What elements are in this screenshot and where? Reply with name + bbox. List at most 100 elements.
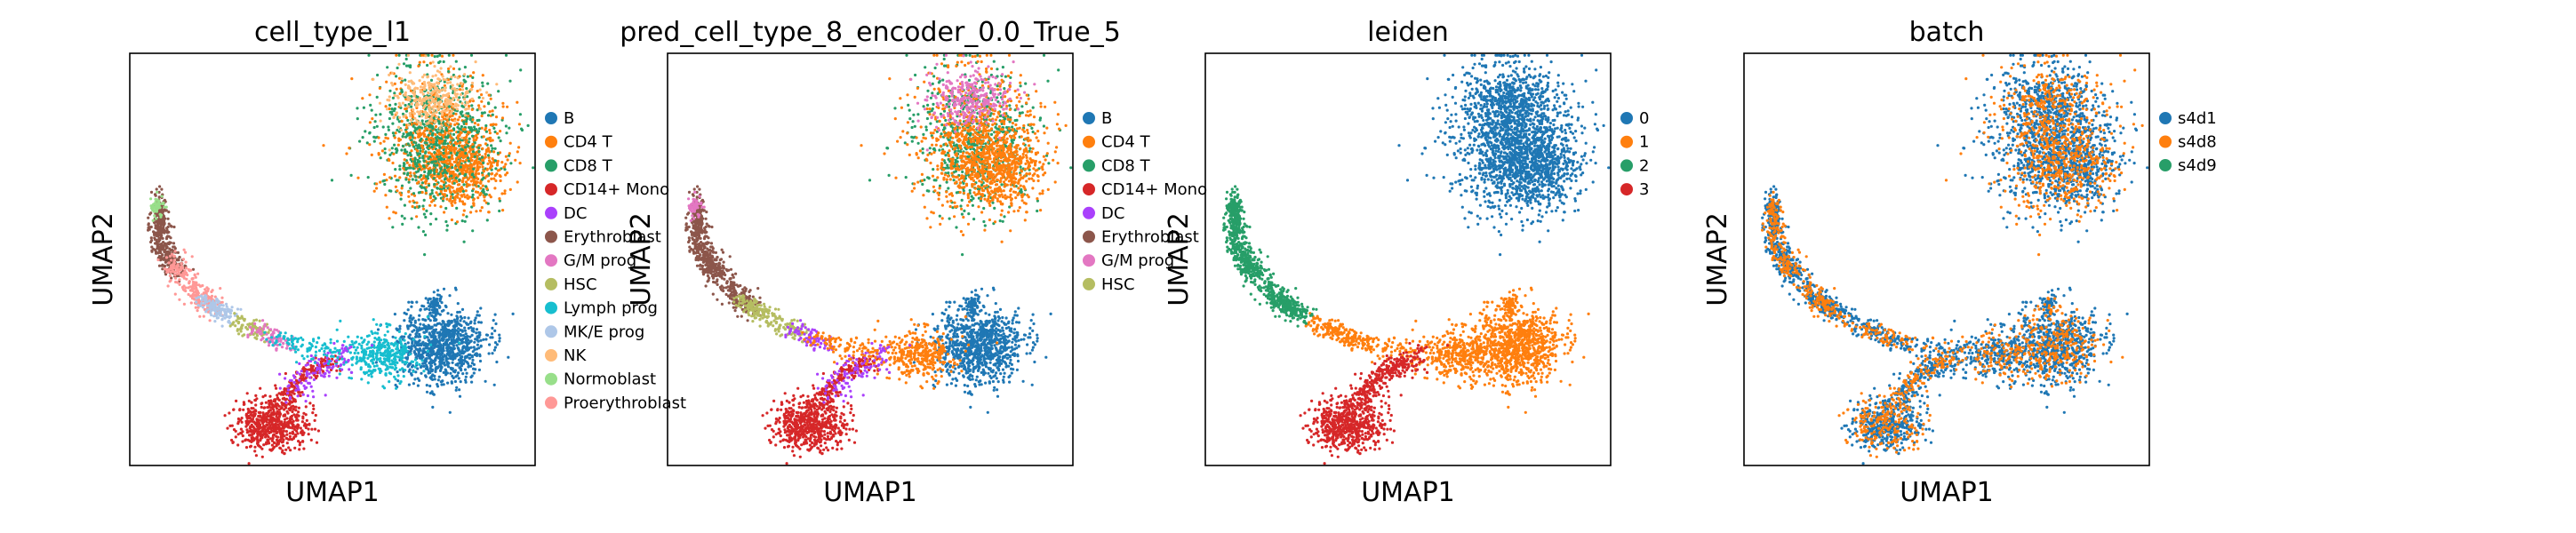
point-nk xyxy=(412,92,416,96)
point-b xyxy=(460,330,464,333)
point-lymph-prog xyxy=(400,344,404,347)
point-nk xyxy=(441,109,444,113)
point-nk xyxy=(474,60,477,64)
point-cd4-t xyxy=(398,176,402,179)
point-lymph-prog xyxy=(398,338,402,341)
point-proerythroblast xyxy=(178,282,181,286)
point-cd4-t xyxy=(448,115,452,118)
point-cd8-t xyxy=(401,144,404,147)
point-b xyxy=(460,333,463,337)
point-cd8-t xyxy=(434,196,437,200)
point-cd8-t xyxy=(397,53,401,57)
point-dc xyxy=(323,375,326,378)
point-nk xyxy=(434,74,437,77)
point-b xyxy=(446,323,450,327)
point-lymph-prog xyxy=(398,355,402,359)
point-erythroblast xyxy=(155,234,159,238)
point-cd8-t xyxy=(436,135,439,139)
point-b xyxy=(461,362,465,366)
point-cd8-t xyxy=(404,168,408,171)
point-cd8-t xyxy=(427,157,430,161)
point-lymph-prog xyxy=(355,362,358,365)
point-cd4-t xyxy=(460,180,465,184)
point-cd8-t xyxy=(499,139,502,143)
point-nk xyxy=(416,130,420,133)
point-nk xyxy=(440,113,444,116)
point-b xyxy=(417,318,420,322)
point-lymph-prog xyxy=(398,368,402,371)
point-nk xyxy=(423,110,427,114)
point-cd8-t xyxy=(484,123,488,128)
point-cd4-t xyxy=(400,119,404,123)
point-cd4-t xyxy=(479,187,483,190)
point-b xyxy=(421,362,425,365)
point-nk xyxy=(441,75,444,78)
point-proerythroblast xyxy=(188,280,191,283)
point-cd8-t xyxy=(465,120,468,123)
point-b xyxy=(391,335,395,338)
point-b xyxy=(460,307,465,311)
point-cd4-t xyxy=(444,173,447,177)
point-cd4-t xyxy=(464,163,468,166)
point-nk xyxy=(404,83,407,86)
point-cd8-t xyxy=(490,144,493,147)
point-proerythroblast xyxy=(208,319,212,322)
point-b xyxy=(434,341,437,346)
point-cd4-t xyxy=(408,163,412,167)
point-proerythroblast xyxy=(182,302,186,306)
point-lymph-prog xyxy=(388,346,391,350)
point-cd8-t xyxy=(410,105,413,108)
point-b xyxy=(466,341,469,345)
point-cd14-mono xyxy=(285,424,289,428)
point-nk xyxy=(411,81,414,84)
point-cd8-t xyxy=(427,133,430,137)
point-nk xyxy=(449,81,452,84)
point-b xyxy=(440,359,444,362)
point-cd8-t xyxy=(455,206,459,210)
point-cd4-t xyxy=(481,147,484,150)
point-cd14-mono xyxy=(248,439,252,442)
point-b xyxy=(436,331,439,335)
point-nk xyxy=(422,73,427,76)
point-b xyxy=(463,315,467,320)
point-lymph-prog xyxy=(361,349,365,353)
point-lymph-prog xyxy=(420,359,424,362)
point-lymph-prog xyxy=(367,340,371,344)
point-cd4-t xyxy=(483,199,486,203)
point-nk xyxy=(441,88,444,91)
point-nk xyxy=(423,83,427,86)
point-b xyxy=(471,358,475,362)
point-b xyxy=(459,319,462,322)
point-cd14-mono xyxy=(260,402,264,405)
point-cd4-t xyxy=(466,194,469,197)
point-cd4-t xyxy=(472,202,476,205)
point-nk xyxy=(428,108,432,112)
point-dc xyxy=(311,371,315,375)
point-cd8-t xyxy=(400,90,404,93)
point-cd8-t xyxy=(471,145,475,149)
point-b xyxy=(425,384,428,387)
point-cd8-t xyxy=(438,192,442,195)
point-cd14-mono xyxy=(282,414,285,418)
point-cd8-t xyxy=(498,199,502,203)
point-proerythroblast xyxy=(168,274,172,278)
point-cd8-t xyxy=(467,156,470,160)
point-b xyxy=(413,378,417,381)
point-cd14-mono xyxy=(335,369,339,372)
point-cd8-t xyxy=(444,129,449,132)
point-b xyxy=(440,365,444,369)
point-cd4-t xyxy=(434,124,438,129)
point-cd14-mono xyxy=(289,449,292,452)
point-cd14-mono xyxy=(274,384,277,387)
point-cd4-t xyxy=(451,203,454,207)
point-nk xyxy=(407,123,411,127)
point-b xyxy=(408,362,412,366)
point-erythroblast xyxy=(147,222,150,226)
point-cd4-t xyxy=(499,130,502,133)
point-b xyxy=(450,381,453,385)
point-cd8-t xyxy=(508,126,511,130)
point-dc xyxy=(309,385,313,388)
point-dc xyxy=(335,364,339,368)
point-cd8-t xyxy=(468,117,472,121)
point-cd8-t xyxy=(399,197,403,201)
